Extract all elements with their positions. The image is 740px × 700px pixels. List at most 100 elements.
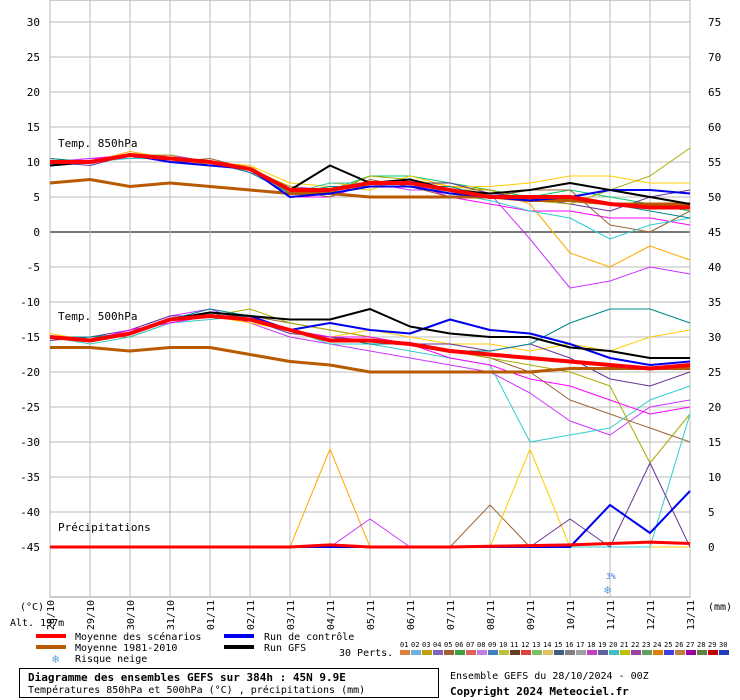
pert-number: 25 (664, 641, 672, 649)
x-tick-label: 30/10 (126, 600, 137, 630)
x-axis: 28/10 29/10 30/10 31/10 01/11 02/11 03/11 04/11… (46, 600, 697, 630)
pert-swatch (708, 650, 718, 655)
pert-swatch (444, 650, 454, 655)
pert-swatch (598, 650, 608, 655)
y-tick-right: 65 (708, 86, 721, 99)
altitude-label: Alt. 197m (10, 618, 64, 629)
y-tick-right: 0 (708, 541, 715, 554)
pert-swatch (543, 650, 553, 655)
y-tick-right: 10 (708, 471, 721, 484)
legend-label-climo: Moyenne 1981-2010 (75, 643, 177, 654)
pert-swatch (433, 650, 443, 655)
y-tick-left: 20 (27, 86, 40, 99)
pert-swatch (609, 650, 619, 655)
snow-risk-label: 3% (606, 572, 616, 581)
legend-swatch-climo (36, 645, 66, 649)
pert-swatch (675, 650, 685, 655)
pert-number: 15 (554, 641, 562, 649)
pert-number: 24 (653, 641, 661, 649)
pert-swatch (521, 650, 531, 655)
chart-series (49, 147, 691, 549)
y-tick-left: -10 (20, 296, 40, 309)
pert-swatch (499, 650, 509, 655)
y-tick-right: 35 (708, 296, 721, 309)
y-tick-right: 25 (708, 366, 721, 379)
y-tick-left: 30 (27, 16, 40, 29)
snowflake-icon: ❄ (52, 652, 59, 666)
panel-label-precip: Précipitations (58, 521, 151, 534)
precip-mean-line (50, 540, 691, 549)
pert-number: 05 (444, 641, 452, 649)
left-axis-unit: (°C) (20, 602, 44, 613)
y-tick-right: 55 (708, 156, 721, 169)
y-tick-left: -40 (20, 506, 40, 519)
pert-swatch (686, 650, 696, 655)
pert-number: 23 (642, 641, 650, 649)
pert-swatch (400, 650, 410, 655)
y-tick-right: 5 (708, 506, 715, 519)
pert-swatch (477, 650, 487, 655)
pert-number: 21 (620, 641, 628, 649)
x-tick-label: 09/11 (526, 600, 537, 630)
pert-swatch (576, 650, 586, 655)
pert-swatch (631, 650, 641, 655)
legend-label-mean: Moyenne des scénarios (75, 631, 201, 643)
y-tick-left: -45 (20, 541, 40, 554)
y-tick-right: 20 (708, 401, 721, 414)
y-tick-left: -30 (20, 436, 40, 449)
pert-swatch (620, 650, 630, 655)
x-tick-label: 06/11 (406, 600, 417, 630)
x-tick-label: 10/11 (566, 600, 577, 630)
t850-control-line (49, 154, 691, 202)
y-tick-right: 60 (708, 121, 721, 134)
legend-swatch-control (224, 634, 254, 638)
pert-swatch (664, 650, 674, 655)
footer-title: Diagramme des ensembles GEFS sur 384h : … (28, 671, 346, 684)
y-tick-right: 15 (708, 436, 721, 449)
x-tick-label: 12/11 (646, 600, 657, 630)
pert-swatch (697, 650, 707, 655)
t500-climo-line (50, 346, 690, 374)
pert-legend: 01 02 03 04 05 06 07 08 09 10 11 12 13 14 15 16 17 18 19 20… (400, 641, 729, 655)
x-tick-label: 04/11 (326, 600, 337, 630)
x-tick-label: 07/11 (446, 600, 457, 630)
footer-subtitle: Températures 850hPa et 500hPa (°C) , pré… (28, 685, 366, 696)
legend-label-gfs: Run GFS (264, 643, 306, 654)
pert-number: 26 (675, 641, 683, 649)
copyright: Copyright 2024 Meteociel.fr (450, 685, 629, 698)
pert-number: 10 (499, 641, 507, 649)
pert-number: 28 (697, 641, 705, 649)
y-tick-left: 25 (27, 51, 40, 64)
t850-mean-line (50, 153, 690, 210)
pert-number: 30 (719, 641, 727, 649)
legend-label-snow: Risque neige (75, 654, 147, 665)
y-tick-left: -20 (20, 366, 40, 379)
panel-label-t500: Temp. 500hPa (58, 310, 137, 323)
x-tick-label: 02/11 (246, 600, 257, 630)
x-tick-label: 01/11 (206, 600, 217, 630)
pert-number: 11 (510, 641, 518, 649)
pert-number: 14 (543, 641, 551, 649)
x-tick-label: 08/11 (486, 600, 497, 630)
x-tick-label: 11/11 (606, 600, 617, 630)
x-tick-label: 31/10 (166, 600, 177, 630)
right-axis-unit: (mm) (708, 602, 732, 613)
y-tick-right: 70 (708, 51, 721, 64)
pert-number: 02 (411, 641, 419, 649)
y-tick-left: 10 (27, 156, 40, 169)
legend-swatch-mean (36, 634, 66, 638)
y-axis-left: 30 25 20 15 10 5 0 -5 -10 -15 -20 -25 -30 -35 -40 -45 (20, 16, 40, 554)
pert-number: 19 (598, 641, 606, 649)
pert-number: 08 (477, 641, 485, 649)
pert-swatch (587, 650, 597, 655)
run-info: Ensemble GEFS du 28/10/2024 - 00Z (450, 671, 649, 682)
x-tick-label: 13/11 (686, 600, 697, 630)
chart-grid (49, 0, 691, 598)
pert-swatch (422, 650, 432, 655)
pert-number: 01 (400, 641, 408, 649)
x-tick-label: 05/11 (366, 600, 377, 630)
y-tick-left: -15 (20, 331, 40, 344)
pert-number: 16 (565, 641, 573, 649)
pert-number: 07 (466, 641, 474, 649)
